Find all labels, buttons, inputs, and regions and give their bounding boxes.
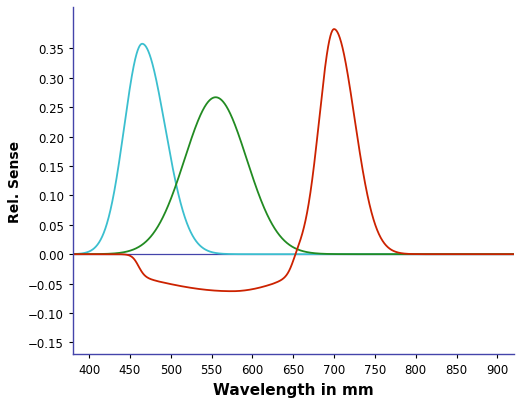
Y-axis label: Rel. Sense: Rel. Sense <box>8 140 22 222</box>
X-axis label: Wavelength in mm: Wavelength in mm <box>213 382 374 396</box>
